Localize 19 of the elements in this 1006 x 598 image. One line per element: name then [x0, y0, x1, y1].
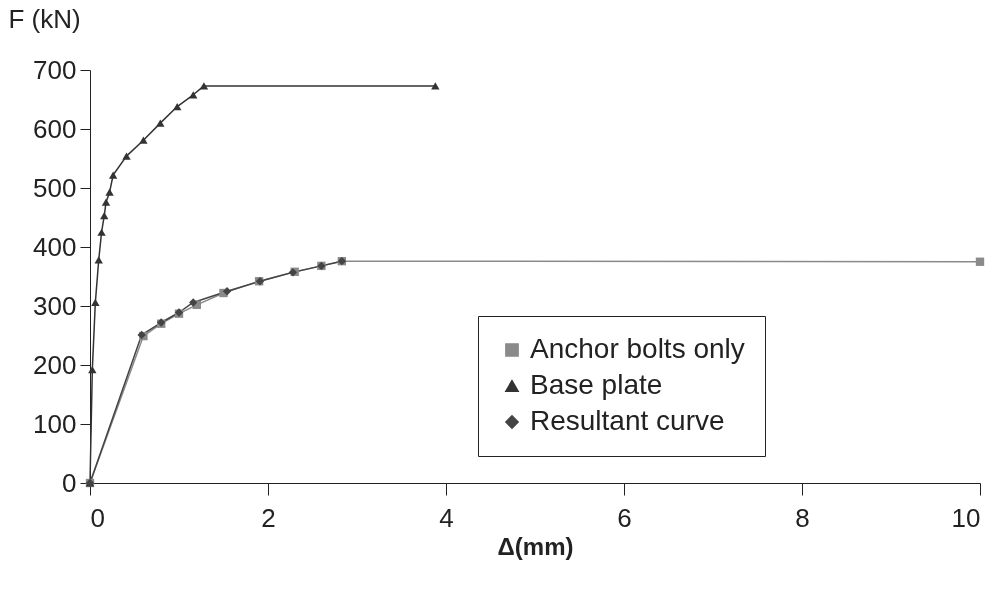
legend-label: Anchor bolts only — [530, 333, 745, 364]
y-tick-label: 100 — [33, 408, 77, 439]
x-tick-label: 8 — [795, 502, 810, 533]
x-tick-label: 6 — [617, 502, 632, 533]
legend-label: Base plate — [530, 369, 663, 400]
legend-label: Resultant curve — [530, 405, 725, 436]
y-tick-label: 400 — [33, 231, 77, 262]
x-tick-label: 0 — [90, 502, 105, 533]
x-tick-label: 2 — [261, 502, 276, 533]
y-tick-label: 0 — [62, 467, 77, 498]
y-tick-label: 700 — [33, 54, 77, 85]
y-tick-label: 200 — [33, 349, 77, 380]
y-tick-label: 600 — [33, 113, 77, 144]
x-axis-title: Δ(mm) — [497, 532, 574, 560]
x-tick-label: 10 — [951, 502, 981, 533]
y-axis-title: F (kN) — [8, 3, 81, 34]
x-tick-label: 4 — [439, 502, 454, 533]
y-tick-label: 500 — [33, 172, 77, 203]
y-tick-label: 300 — [33, 290, 77, 321]
